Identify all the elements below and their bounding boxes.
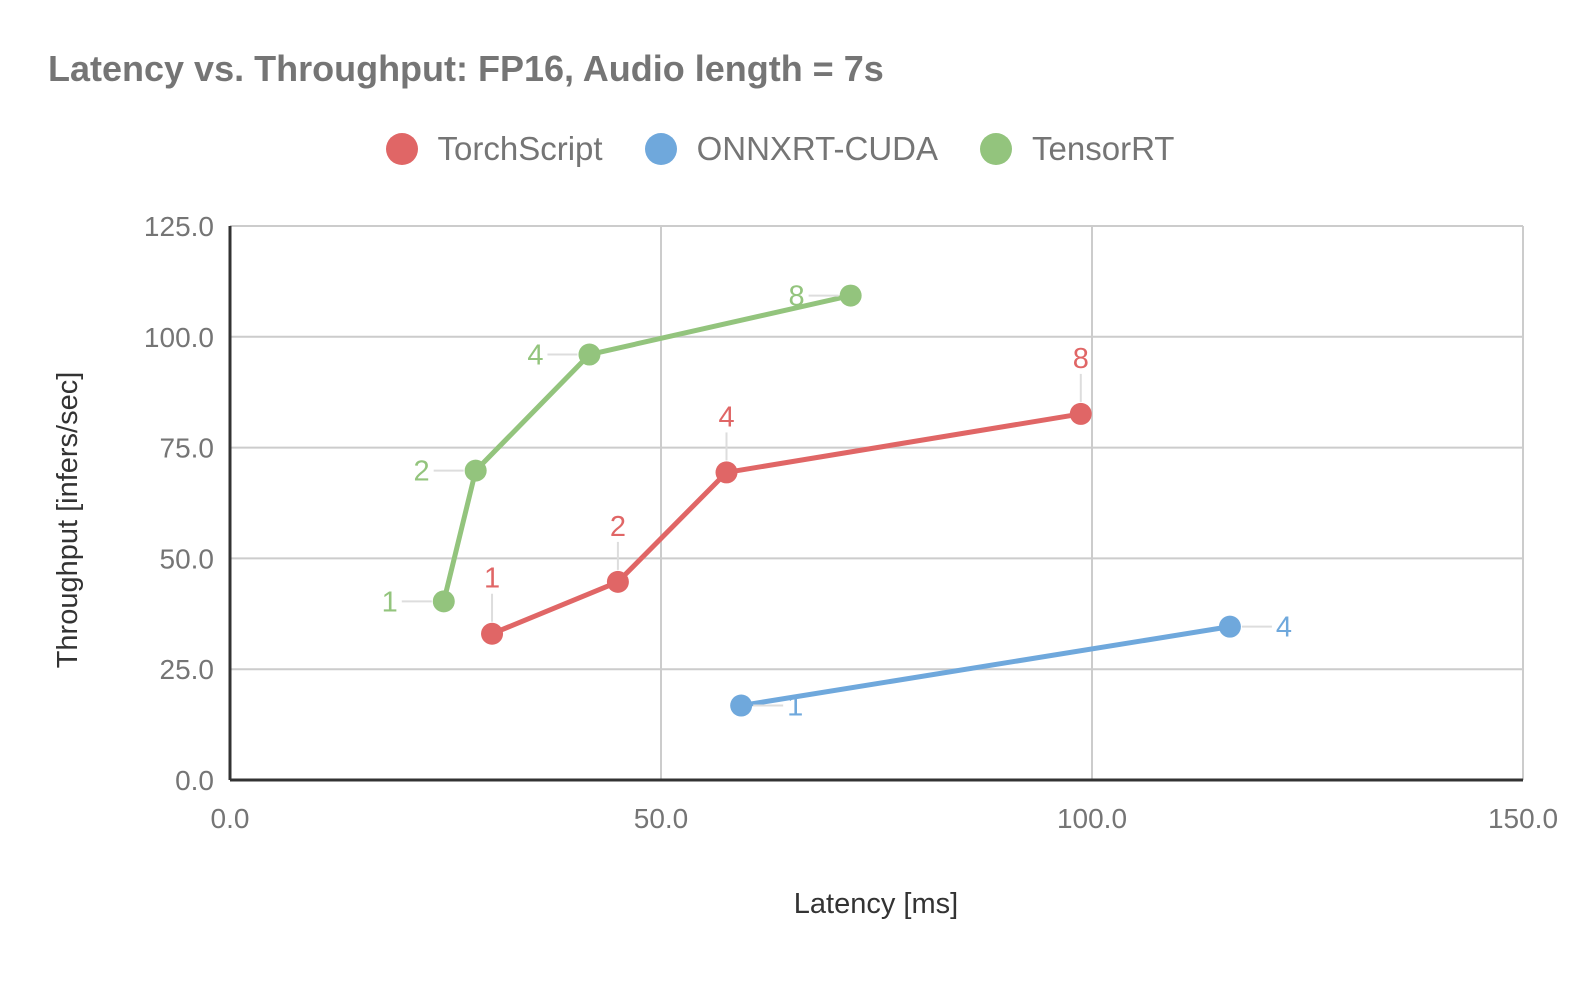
legend-swatch-tensorrt	[980, 133, 1013, 165]
y-tick-label: 125.0	[144, 211, 214, 242]
axes	[228, 226, 1523, 782]
data-point	[578, 343, 601, 366]
data-label: 8	[788, 281, 804, 313]
x-tick-label: 50.0	[634, 803, 689, 834]
legend-item-torchscript[interactable]: TorchScript	[385, 130, 603, 168]
legend-label-tensorrt: TensorRT	[1032, 130, 1175, 167]
legend-item-tensorrt[interactable]: TensorRT	[980, 130, 1174, 168]
legend-swatch-torchscript	[385, 133, 418, 165]
data-label: 1	[484, 563, 500, 595]
series-line-tensorrt	[441, 293, 852, 602]
legend-swatch-onnxrt-cuda	[644, 133, 677, 165]
series-tensorrt: 1 2 4 8	[382, 281, 862, 618]
data-label: 4	[527, 340, 543, 372]
legend: TorchScript ONNXRT-CUDA TensorRT	[0, 130, 1560, 168]
legend-item-onnxrt-cuda[interactable]: ONNXRT-CUDA	[644, 130, 939, 168]
data-label: 4	[718, 401, 734, 433]
y-axis-title: Throughput [infers/sec]	[52, 372, 84, 669]
series-onnxrt-cuda: 14	[730, 612, 1292, 723]
data-point	[839, 284, 862, 307]
data-label: 8	[1073, 343, 1089, 375]
data-label: 4	[1276, 612, 1292, 644]
series-torchscript: 1 2 4 8	[481, 343, 1092, 645]
x-tick-label: 0.0	[211, 803, 250, 834]
y-tick-label: 0.0	[175, 765, 214, 796]
x-tick-label: 100.0	[1057, 803, 1127, 834]
data-point	[730, 694, 753, 717]
data-point	[464, 459, 487, 482]
data-label: 1	[382, 586, 398, 618]
data-label: 1	[787, 691, 803, 723]
data-label: 2	[414, 456, 430, 488]
chart-title: Latency vs. Throughput: FP16, Audio leng…	[48, 48, 884, 89]
legend-label-onnxrt-cuda: ONNXRT-CUDA	[696, 130, 939, 167]
y-tick-label: 25.0	[160, 654, 215, 685]
data-point	[715, 461, 738, 484]
tick-labels: 0.0 25.0 50.0 75.0 100.0 125.0 0.0 50.0 100.0 150…	[144, 211, 1558, 834]
legend-label-torchscript: TorchScript	[437, 130, 603, 167]
x-tick-label: 150.0	[1488, 803, 1558, 834]
y-tick-label: 50.0	[160, 543, 215, 574]
data-point	[432, 590, 455, 613]
gridlines	[230, 225, 1524, 780]
data-point	[1069, 402, 1092, 425]
series-line-torchscript	[491, 411, 1082, 637]
y-tick-label: 100.0	[144, 322, 214, 353]
data-point	[1218, 615, 1241, 638]
series-line-onnxrt-cuda	[740, 624, 1231, 709]
data-point	[481, 622, 504, 645]
data-point	[606, 570, 629, 593]
x-axis-title: Latency [ms]	[794, 888, 958, 920]
data-label: 2	[610, 511, 626, 543]
y-tick-label: 75.0	[160, 433, 215, 464]
